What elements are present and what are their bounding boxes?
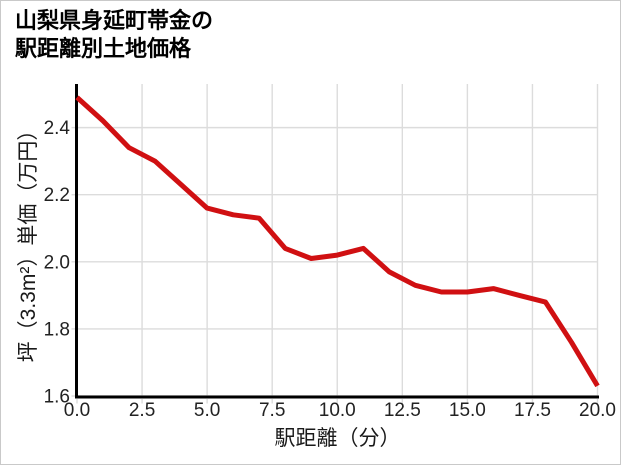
x-tick-label: 10.0	[319, 400, 356, 421]
x-tick-label: 2.5	[129, 400, 155, 421]
x-tick-label: 20.0	[579, 400, 616, 421]
x-axis-spine	[75, 395, 599, 399]
y-tick-label: 2.2	[44, 185, 70, 206]
y-axis-spine	[75, 84, 78, 399]
chart-title-line2: 駅距離別土地価格	[15, 36, 192, 61]
chart-title-line1: 山梨県身延町帯金の	[15, 8, 214, 33]
x-tick-label: 15.0	[449, 400, 486, 421]
x-tick-label: 0.0	[64, 400, 90, 421]
x-axis-label: 駅距離（分）	[274, 427, 401, 450]
price-line-series	[75, 95, 600, 388]
x-tick-label: 17.5	[514, 400, 551, 421]
y-tick-label: 2.4	[44, 118, 71, 139]
chart-title: 山梨県身延町帯金の 駅距離別土地価格	[15, 7, 213, 63]
x-tick-label: 5.0	[194, 400, 220, 421]
x-tick-label: 7.5	[259, 400, 285, 421]
y-axis-label: 坪（3.3m²）単価（万円）	[17, 119, 40, 363]
y-tick-label: 1.8	[44, 319, 70, 340]
y-tick-label: 1.6	[44, 387, 70, 408]
y-tick-label: 2.0	[44, 252, 70, 273]
x-tick-label: 12.5	[384, 400, 421, 421]
